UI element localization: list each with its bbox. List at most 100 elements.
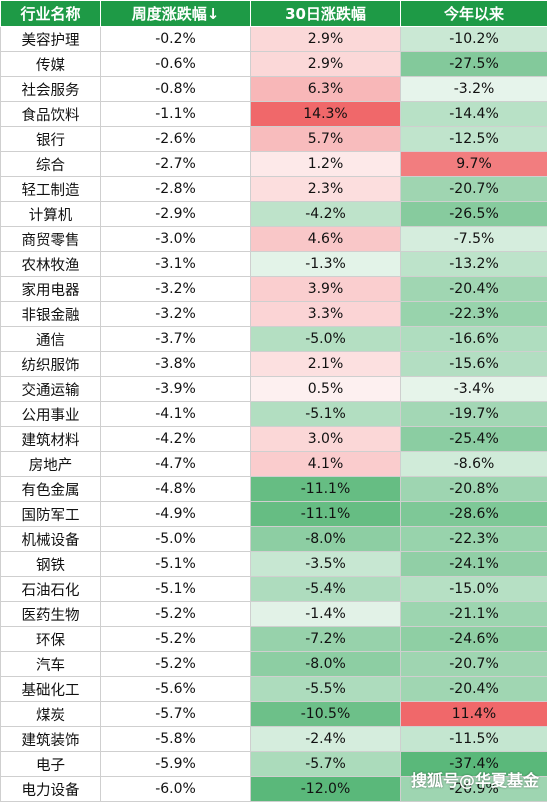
weekly-change-cell: -3.0% xyxy=(101,227,251,252)
weekly-change-cell: -2.9% xyxy=(101,202,251,227)
table-row: 食品饮料-1.1%14.3%-14.4% xyxy=(1,102,547,127)
header-30day-change[interactable]: 30日涨跌幅 xyxy=(251,1,401,27)
ytd-change-cell: -16.6% xyxy=(401,327,547,352)
ytd-change-cell: -24.1% xyxy=(401,552,547,577)
30day-change-cell: -3.5% xyxy=(251,552,401,577)
ytd-change-cell: -12.5% xyxy=(401,127,547,152)
30day-change-cell: -5.5% xyxy=(251,677,401,702)
table-row: 钢铁-5.1%-3.5%-24.1% xyxy=(1,552,547,577)
weekly-change-cell: -3.2% xyxy=(101,302,251,327)
30day-change-cell: 5.7% xyxy=(251,127,401,152)
ytd-change-cell: -20.4% xyxy=(401,677,547,702)
industry-name-cell: 家用电器 xyxy=(1,277,101,302)
weekly-change-cell: -5.0% xyxy=(101,527,251,552)
30day-change-cell: 1.2% xyxy=(251,152,401,177)
industry-name-cell: 非银金融 xyxy=(1,302,101,327)
30day-change-cell: -5.4% xyxy=(251,577,401,602)
weekly-change-cell: -0.6% xyxy=(101,52,251,77)
weekly-change-cell: -5.6% xyxy=(101,677,251,702)
30day-change-cell: 4.1% xyxy=(251,452,401,477)
table-row: 计算机-2.9%-4.2%-26.5% xyxy=(1,202,547,227)
30day-change-cell: -5.0% xyxy=(251,327,401,352)
table-row: 轻工制造-2.8%2.3%-20.7% xyxy=(1,177,547,202)
table-row: 家用电器-3.2%3.9%-20.4% xyxy=(1,277,547,302)
industry-name-cell: 银行 xyxy=(1,127,101,152)
table-row: 机械设备-5.0%-8.0%-22.3% xyxy=(1,527,547,552)
industry-name-cell: 农林牧渔 xyxy=(1,252,101,277)
30day-change-cell: 14.3% xyxy=(251,102,401,127)
weekly-change-cell: -5.7% xyxy=(101,702,251,727)
30day-change-cell: -1.4% xyxy=(251,602,401,627)
ytd-change-cell: -22.3% xyxy=(401,527,547,552)
table-row: 国防军工-4.9%-11.1%-28.6% xyxy=(1,502,547,527)
industry-name-cell: 社会服务 xyxy=(1,77,101,102)
30day-change-cell: 6.3% xyxy=(251,77,401,102)
ytd-change-cell: -7.5% xyxy=(401,227,547,252)
weekly-change-cell: -2.8% xyxy=(101,177,251,202)
ytd-change-cell: -27.5% xyxy=(401,52,547,77)
30day-change-cell: -2.4% xyxy=(251,727,401,752)
industry-name-cell: 有色金属 xyxy=(1,477,101,502)
weekly-change-cell: -4.8% xyxy=(101,477,251,502)
industry-name-cell: 综合 xyxy=(1,152,101,177)
table-row: 传媒-0.6%2.9%-27.5% xyxy=(1,52,547,77)
table-row: 综合-2.7%1.2%9.7% xyxy=(1,152,547,177)
30day-change-cell: -8.0% xyxy=(251,527,401,552)
industry-name-cell: 汽车 xyxy=(1,652,101,677)
industry-name-cell: 轻工制造 xyxy=(1,177,101,202)
table-row: 非银金融-3.2%3.3%-22.3% xyxy=(1,302,547,327)
ytd-change-cell: -20.7% xyxy=(401,652,547,677)
header-industry-name[interactable]: 行业名称 xyxy=(1,1,101,27)
weekly-change-cell: -0.8% xyxy=(101,77,251,102)
weekly-change-cell: -4.1% xyxy=(101,402,251,427)
ytd-change-cell: -21.1% xyxy=(401,602,547,627)
30day-change-cell: 2.1% xyxy=(251,352,401,377)
ytd-change-cell: -20.8% xyxy=(401,477,547,502)
industry-name-cell: 商贸零售 xyxy=(1,227,101,252)
table-row: 医药生物-5.2%-1.4%-21.1% xyxy=(1,602,547,627)
ytd-change-cell: -28.6% xyxy=(401,502,547,527)
industry-name-cell: 国防军工 xyxy=(1,502,101,527)
table-row: 公用事业-4.1%-5.1%-19.7% xyxy=(1,402,547,427)
weekly-change-cell: -4.2% xyxy=(101,427,251,452)
industry-name-cell: 建筑装饰 xyxy=(1,727,101,752)
table-row: 建筑材料-4.2%3.0%-25.4% xyxy=(1,427,547,452)
industry-name-cell: 房地产 xyxy=(1,452,101,477)
industry-name-cell: 电力设备 xyxy=(1,777,101,802)
ytd-change-cell: -11.5% xyxy=(401,727,547,752)
30day-change-cell: 3.3% xyxy=(251,302,401,327)
table-row: 银行-2.6%5.7%-12.5% xyxy=(1,127,547,152)
30day-change-cell: -11.1% xyxy=(251,502,401,527)
weekly-change-cell: -5.2% xyxy=(101,652,251,677)
table-row: 社会服务-0.8%6.3%-3.2% xyxy=(1,77,547,102)
ytd-change-cell: -14.4% xyxy=(401,102,547,127)
industry-name-cell: 医药生物 xyxy=(1,602,101,627)
weekly-change-cell: -3.7% xyxy=(101,327,251,352)
weekly-change-cell: -0.2% xyxy=(101,27,251,52)
industry-name-cell: 食品饮料 xyxy=(1,102,101,127)
table-row: 美容护理-0.2%2.9%-10.2% xyxy=(1,27,547,52)
ytd-change-cell: -10.2% xyxy=(401,27,547,52)
30day-change-cell: 2.3% xyxy=(251,177,401,202)
30day-change-cell: -12.0% xyxy=(251,777,401,802)
industry-name-cell: 通信 xyxy=(1,327,101,352)
header-row: 行业名称 周度涨跌幅↓ 30日涨跌幅 今年以来 xyxy=(1,1,547,27)
header-weekly-change[interactable]: 周度涨跌幅↓ xyxy=(101,1,251,27)
table-body: 美容护理-0.2%2.9%-10.2%传媒-0.6%2.9%-27.5%社会服务… xyxy=(1,27,547,802)
30day-change-cell: -5.1% xyxy=(251,402,401,427)
header-ytd-change[interactable]: 今年以来 xyxy=(401,1,547,27)
weekly-change-cell: -6.0% xyxy=(101,777,251,802)
weekly-change-cell: -5.1% xyxy=(101,552,251,577)
ytd-change-cell: -24.6% xyxy=(401,627,547,652)
table-row: 商贸零售-3.0%4.6%-7.5% xyxy=(1,227,547,252)
industry-name-cell: 电子 xyxy=(1,752,101,777)
industry-name-cell: 石油石化 xyxy=(1,577,101,602)
ytd-change-cell: 9.7% xyxy=(401,152,547,177)
industry-name-cell: 建筑材料 xyxy=(1,427,101,452)
table-row: 石油石化-5.1%-5.4%-15.0% xyxy=(1,577,547,602)
watermark: 搜狐号@华夏基金 xyxy=(411,767,539,791)
30day-change-cell: 2.9% xyxy=(251,27,401,52)
ytd-change-cell: -26.5% xyxy=(401,202,547,227)
table-row: 汽车-5.2%-8.0%-20.7% xyxy=(1,652,547,677)
